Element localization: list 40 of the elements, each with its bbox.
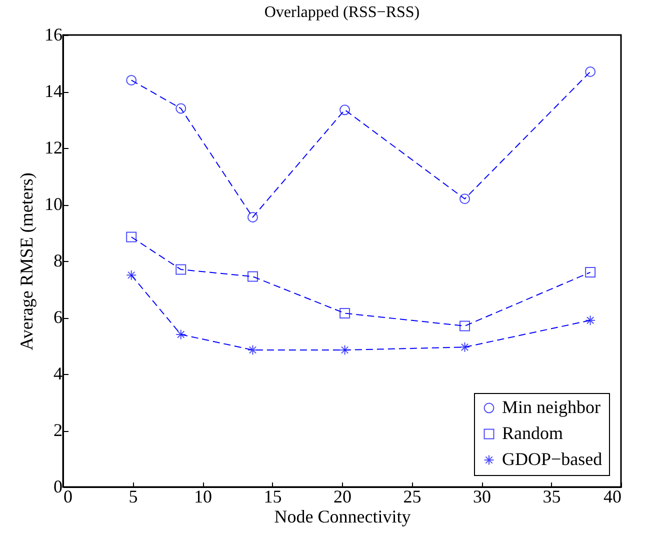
x-tick-label: 10 xyxy=(194,486,212,506)
point xyxy=(460,194,470,204)
point xyxy=(176,329,186,340)
point xyxy=(585,315,596,326)
point xyxy=(247,212,258,222)
point xyxy=(176,264,186,275)
legend-label: Random xyxy=(502,423,563,443)
x-tick-label: 20 xyxy=(334,486,352,506)
y-tick-label: 6 xyxy=(54,307,62,327)
point xyxy=(340,104,350,116)
point xyxy=(340,308,350,319)
point xyxy=(585,66,596,77)
x-tick-label: 5 xyxy=(128,486,138,506)
y-tick-label: 2 xyxy=(54,420,62,440)
x-tick-label: 30 xyxy=(473,486,491,506)
x-tick-label: 25 xyxy=(403,486,422,506)
y-tick-label: 12 xyxy=(44,138,62,158)
point xyxy=(126,232,137,242)
y-tick-label: 14 xyxy=(44,81,62,101)
chart-title: Overlapped (RSS−RSS) xyxy=(264,4,420,21)
point xyxy=(126,270,137,280)
x-tick-label: 40 xyxy=(604,486,622,506)
point xyxy=(460,342,470,352)
y-tick-label: 16 xyxy=(44,24,62,44)
point xyxy=(340,344,350,356)
point xyxy=(247,344,258,356)
y-tick-label: 8 xyxy=(54,250,62,270)
y-tick-label: 4 xyxy=(54,364,62,384)
point xyxy=(585,267,596,278)
legend-label: Min neighbor xyxy=(502,397,600,417)
point xyxy=(460,320,470,332)
legend-label: GDOP−based xyxy=(502,449,602,469)
point xyxy=(247,271,258,282)
x-axis-title: Node Connectivity xyxy=(274,506,411,526)
x-tick-label: 35 xyxy=(542,486,561,506)
point xyxy=(126,74,137,86)
point xyxy=(176,103,186,114)
y-axis-title: Average RMSE (meters) xyxy=(16,172,36,350)
x-tick-label: 15 xyxy=(264,486,282,506)
y-tick-label: 10 xyxy=(44,194,62,214)
